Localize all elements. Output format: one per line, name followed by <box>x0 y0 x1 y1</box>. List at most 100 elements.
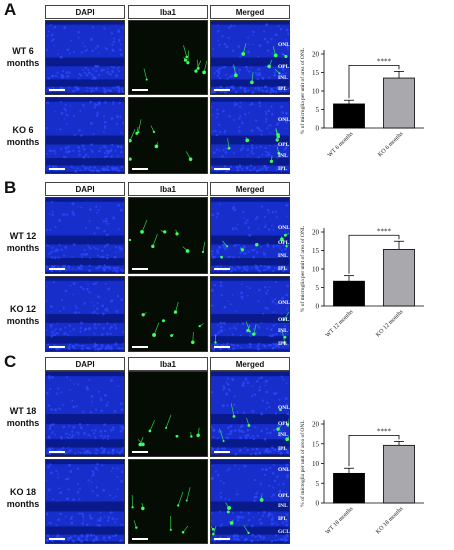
layer-label-onl: ONL <box>278 405 290 411</box>
micrograph-merged <box>210 97 290 174</box>
x-tick-label: WT 18 months <box>325 506 355 536</box>
layer-label-ipl: IPL <box>278 446 288 452</box>
micrograph-iba1 <box>128 20 208 95</box>
bar-chart-18-months: % of microglia per unit of area of ONL 0 5… <box>299 420 424 536</box>
y-tick-label: 10 <box>312 266 320 274</box>
micrograph-dapi <box>45 197 125 274</box>
row-label-line2: months <box>6 418 40 428</box>
layer-label-opl: OPL <box>278 493 290 499</box>
x-tick-label: KO 6 months <box>377 131 405 159</box>
panel-letter-a: A <box>4 0 17 19</box>
row-label-line2: months <box>6 58 40 68</box>
scale-bar <box>49 268 65 270</box>
bar <box>383 248 415 307</box>
micrograph-dapi <box>45 276 125 352</box>
micrograph-iba1 <box>128 276 208 352</box>
layer-label-opl: OPL <box>278 142 290 148</box>
row-label-line1: WT 12 <box>9 231 37 241</box>
layer-label-onl: ONL <box>278 467 290 473</box>
scale-bar <box>132 538 148 540</box>
layer-label-inl: INL <box>278 432 288 438</box>
significance-label: **** <box>377 227 392 235</box>
scale-bar <box>214 451 230 453</box>
scale-bar <box>132 346 148 348</box>
layer-label-gcl: GCL <box>278 529 290 535</box>
row-label-ko-6: KO 6 months <box>0 124 48 148</box>
micrograph-iba1 <box>128 459 208 544</box>
layer-label-ipl: IPL <box>278 516 288 522</box>
column-header-merged: Merged <box>210 182 290 196</box>
row-label-wt-6: WT 6 months <box>0 45 48 69</box>
micrograph-merged <box>210 197 290 274</box>
scale-bar <box>49 346 65 348</box>
y-axis-label: % of microglia per unit of area of ONL <box>299 47 306 134</box>
scale-bar <box>214 346 230 348</box>
y-tick-label: 0 <box>316 303 320 311</box>
micrograph-dapi <box>45 459 125 544</box>
layer-label-onl: ONL <box>278 300 290 306</box>
column-header-dapi: DAPI <box>45 357 125 371</box>
micrograph-merged <box>210 459 290 544</box>
layer-label-ipl: IPL <box>278 266 288 272</box>
y-tick-label: 20 <box>312 51 320 59</box>
significance-label: **** <box>377 427 392 435</box>
row-label-ko-18: KO 18 months <box>0 486 48 510</box>
bar <box>333 280 365 307</box>
significance-bracket <box>348 434 400 467</box>
micrograph-dapi <box>45 97 125 174</box>
row-label-line2: months <box>6 499 40 509</box>
scale-bar <box>214 268 230 270</box>
row-label-line2: months <box>6 243 40 253</box>
micrograph-merged <box>210 371 290 457</box>
column-header-iba1: Iba1 <box>128 5 208 19</box>
layer-label-inl: INL <box>278 153 288 159</box>
column-header-iba1: Iba1 <box>128 357 208 371</box>
y-tick-label: 15 <box>312 440 320 448</box>
column-header-merged: Merged <box>210 5 290 19</box>
micrograph-dapi <box>45 20 125 95</box>
row-label-line1: KO 12 <box>9 304 36 314</box>
layer-label-inl: INL <box>278 75 288 81</box>
y-tick-label: 15 <box>312 69 320 77</box>
micrograph-iba1 <box>128 197 208 274</box>
column-header-dapi: DAPI <box>45 182 125 196</box>
row-label-ko-12: KO 12 months <box>0 303 48 327</box>
row-label-line2: months <box>6 316 40 326</box>
layer-label-opl: OPL <box>278 64 290 70</box>
bar <box>383 444 415 504</box>
panel-letter-b: B <box>4 178 17 197</box>
bar <box>333 103 365 129</box>
x-tick-label: WT 6 months <box>327 131 355 159</box>
micrograph-iba1 <box>128 371 208 457</box>
layer-label-onl: ONL <box>278 117 290 123</box>
micrograph-dapi <box>45 371 125 457</box>
layer-label-inl: INL <box>278 503 288 509</box>
x-tick-label: KO 18 months <box>375 506 405 536</box>
scale-bar <box>49 538 65 540</box>
bar-chart-12-months: % of microglia per unit of area of ONL 0 5… <box>299 225 424 339</box>
y-tick-label: 10 <box>312 88 320 96</box>
layer-label-ipl: IPL <box>278 166 288 172</box>
scale-bar <box>132 89 148 91</box>
layer-label-ipl: IPL <box>278 341 288 347</box>
layer-label-inl: INL <box>278 253 288 259</box>
row-label-line1: WT 18 <box>9 406 37 416</box>
y-tick-label: 5 <box>316 480 320 488</box>
y-tick-label: 20 <box>312 229 320 237</box>
row-label-line2: months <box>6 137 40 147</box>
significance-label: **** <box>377 57 392 65</box>
row-label-wt-12: WT 12 months <box>0 230 48 254</box>
layer-label-opl: OPL <box>278 421 290 427</box>
x-tick-label: WT 12 months <box>325 309 355 339</box>
significance-bracket <box>348 64 400 99</box>
micrograph-merged <box>210 276 290 352</box>
scale-bar <box>214 538 230 540</box>
micrograph-iba1 <box>128 97 208 174</box>
panel-letter-c: C <box>4 352 17 371</box>
y-tick-label: 20 <box>312 421 320 429</box>
y-tick-label: 5 <box>316 284 320 292</box>
row-label-line1: WT 6 <box>12 46 34 56</box>
row-label-line1: KO 6 <box>12 125 34 135</box>
layer-label-onl: ONL <box>278 225 290 231</box>
layer-label-opl: OPL <box>278 240 290 246</box>
